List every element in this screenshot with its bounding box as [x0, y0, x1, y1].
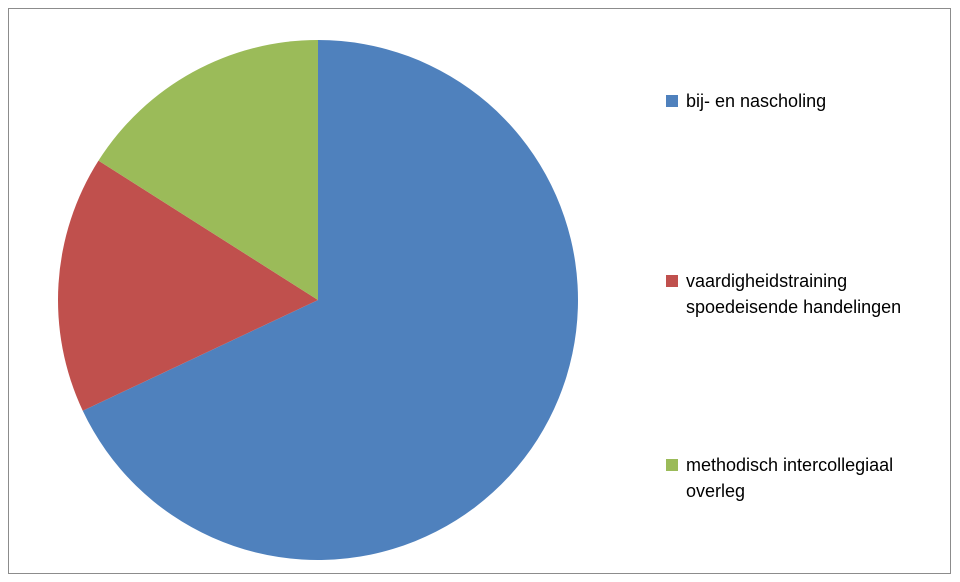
legend-item: vaardigheidstraining spoedeisende handel…	[666, 268, 926, 320]
legend-label: vaardigheidstraining spoedeisende handel…	[686, 271, 902, 317]
legend-item: bij- en nascholing	[666, 88, 926, 114]
pie-slice	[82, 40, 578, 560]
legend-label: bij- en nascholing	[686, 91, 827, 111]
legend-label: methodisch intercollegiaal overleg	[686, 455, 894, 501]
legend-item: methodisch intercollegiaal overleg	[666, 452, 926, 504]
legend-swatch	[666, 459, 678, 471]
legend-swatch	[666, 95, 678, 107]
pie-slice	[58, 160, 319, 411]
legend-swatch	[666, 275, 678, 287]
chart-frame	[8, 8, 951, 574]
pie-slice	[98, 40, 319, 300]
